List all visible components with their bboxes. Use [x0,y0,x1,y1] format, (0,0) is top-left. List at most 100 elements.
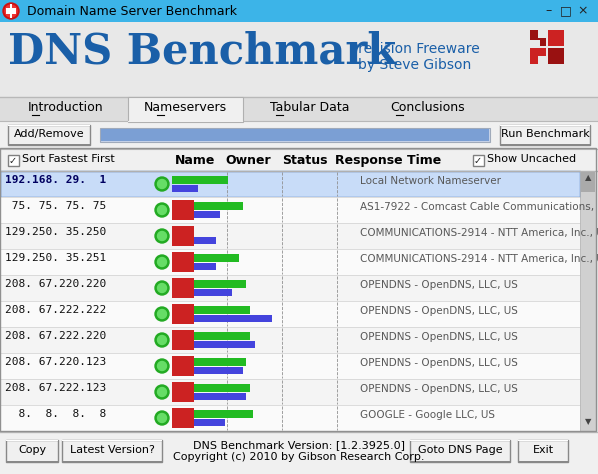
Text: OPENDNS - OpenDNS, LLC, US: OPENDNS - OpenDNS, LLC, US [360,280,518,290]
Bar [62,440,162,441]
Text: 208. 67.220.123: 208. 67.220.123 [5,357,106,367]
Bar [172,176,228,184]
Bar [6,440,58,441]
Bar [172,252,194,272]
Text: DNS Benchmark Version: [1.2.3925.0]: DNS Benchmark Version: [1.2.3925.0] [193,440,405,450]
Bar [0,22,598,97]
Bar [0,97,598,121]
Text: Sort Fastest First: Sort Fastest First [22,154,115,164]
Bar [530,30,546,46]
Circle shape [157,283,166,292]
Text: Copy: Copy [18,445,46,455]
Circle shape [155,411,169,425]
Text: Exit: Exit [532,445,554,455]
Text: Nameservers: Nameservers [144,101,227,114]
Circle shape [157,388,166,396]
Bar [194,306,250,314]
Bar [172,356,194,376]
Bar [8,125,90,145]
Bar [100,128,490,142]
Bar [8,144,90,145]
Bar [6,440,58,462]
Bar [500,125,590,126]
Text: Precision Freeware: Precision Freeware [350,42,480,56]
Bar [548,30,564,46]
Bar [194,237,216,244]
Bar [172,185,198,192]
Circle shape [5,5,17,17]
Circle shape [155,229,169,243]
Bar [500,144,590,145]
Text: Add/Remove: Add/Remove [14,129,84,139]
Text: Latest Version?: Latest Version? [69,445,154,455]
Bar [410,440,510,441]
Bar [6,8,16,14]
Circle shape [157,180,166,189]
Text: Local Network Nameserver: Local Network Nameserver [360,176,501,186]
Bar [0,121,598,149]
Bar [518,461,568,462]
Circle shape [157,362,166,371]
Text: COMMUNICATIONS-2914 - NTT America, Inc., US: COMMUNICATIONS-2914 - NTT America, Inc.,… [360,228,598,238]
Text: ▼: ▼ [585,417,591,426]
Bar [0,149,598,171]
Bar [194,419,225,426]
Circle shape [155,255,169,269]
Bar [194,315,272,322]
Bar [518,440,568,441]
Text: 208. 67.222.222: 208. 67.222.222 [5,305,106,315]
Bar [194,332,250,340]
Bar [194,263,216,270]
Text: Tabular Data: Tabular Data [270,101,350,114]
Circle shape [157,257,166,266]
Bar [580,171,596,431]
Bar [530,40,540,48]
Bar [0,327,580,353]
Text: OPENDNS - OpenDNS, LLC, US: OPENDNS - OpenDNS, LLC, US [360,332,518,342]
Bar [194,289,232,296]
Text: 129.250. 35.251: 129.250. 35.251 [5,253,106,263]
Bar [538,30,548,38]
Bar [194,358,246,366]
Text: Introduction: Introduction [28,101,104,114]
Bar [0,148,596,431]
Bar [194,410,253,418]
Text: 208. 67.222.123: 208. 67.222.123 [5,383,106,393]
Bar [194,341,255,348]
Text: ✓: ✓ [474,156,482,166]
Bar [10,4,12,18]
Text: 192.168. 29.  1: 192.168. 29. 1 [5,175,106,185]
Text: Domain Name Server Benchmark: Domain Name Server Benchmark [27,5,237,18]
Bar [0,301,580,327]
Circle shape [157,413,166,422]
Circle shape [155,333,169,347]
Bar [172,330,194,350]
Bar [0,432,598,474]
Text: Show Uncached: Show Uncached [487,154,576,164]
Text: Copyright (c) 2010 by Gibson Research Corp.: Copyright (c) 2010 by Gibson Research Co… [173,452,425,462]
Text: ▲: ▲ [585,173,591,182]
Bar [194,254,239,262]
Circle shape [155,307,169,321]
Bar [172,226,194,246]
Bar [194,211,220,218]
Bar [194,384,250,392]
Bar [410,461,510,462]
Bar [128,97,243,122]
Bar [172,382,194,402]
Bar [194,280,246,288]
Text: by Steve Gibson: by Steve Gibson [358,58,472,72]
Bar [172,304,194,324]
Text: GOOGLE - Google LLC, US: GOOGLE - Google LLC, US [360,410,495,420]
Bar [0,275,580,301]
Bar [538,56,548,64]
Text: DNS Benchmark: DNS Benchmark [8,30,396,72]
Text: ×: × [578,4,588,17]
Circle shape [155,281,169,295]
Text: OPENDNS - OpenDNS, LLC, US: OPENDNS - OpenDNS, LLC, US [360,306,518,316]
Bar [8,155,19,166]
Text: 208. 67.220.220: 208. 67.220.220 [5,279,106,289]
Bar [194,202,243,210]
Text: ✓: ✓ [9,156,17,166]
Bar [0,0,598,22]
